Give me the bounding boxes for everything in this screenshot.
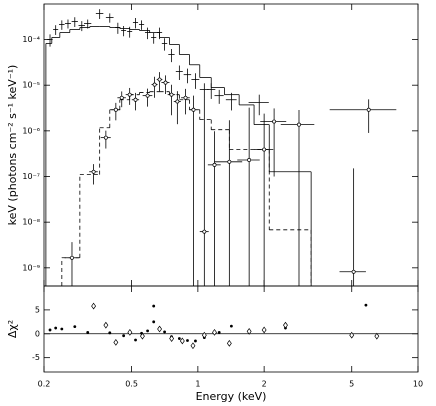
point bbox=[186, 339, 189, 342]
y-axis-label: keV (photons cm⁻² s⁻¹ keV⁻¹) bbox=[6, 65, 19, 226]
point bbox=[364, 303, 368, 307]
y-tick-label: 10⁻⁷ bbox=[22, 172, 40, 181]
point bbox=[217, 330, 221, 334]
point bbox=[272, 119, 277, 124]
point bbox=[54, 326, 58, 330]
point bbox=[183, 95, 188, 100]
point bbox=[175, 99, 180, 104]
x-tick-label: 1 bbox=[195, 380, 200, 389]
point bbox=[283, 321, 288, 329]
point bbox=[212, 328, 217, 336]
point bbox=[113, 338, 119, 346]
point bbox=[70, 255, 74, 260]
point bbox=[91, 169, 96, 174]
point bbox=[146, 329, 149, 333]
point bbox=[73, 325, 77, 329]
point bbox=[152, 82, 157, 87]
y-tick-label: -5 bbox=[32, 353, 40, 362]
point bbox=[122, 334, 126, 338]
residual-axis-label: Δχ² bbox=[6, 320, 19, 338]
y-tick-label: 10⁻⁹ bbox=[22, 263, 40, 272]
point bbox=[190, 342, 196, 350]
x-tick-label: 0.2 bbox=[38, 380, 51, 389]
point bbox=[201, 331, 207, 339]
point bbox=[202, 229, 207, 234]
point bbox=[169, 92, 174, 97]
point bbox=[91, 302, 97, 310]
point bbox=[226, 339, 232, 347]
point bbox=[152, 304, 156, 308]
bottom-frame bbox=[43, 285, 419, 373]
point bbox=[374, 332, 380, 340]
point bbox=[152, 320, 156, 324]
y-tick-label: 10⁻⁵ bbox=[22, 81, 40, 90]
point bbox=[246, 327, 252, 335]
y-tick-label: 10⁻⁶ bbox=[22, 126, 40, 135]
point bbox=[157, 77, 162, 82]
y-tick-label: 10⁻⁸ bbox=[22, 218, 40, 227]
x-axis-label: Energy (keV) bbox=[196, 390, 267, 403]
point bbox=[140, 332, 145, 340]
x-tick-label: 5 bbox=[349, 380, 354, 389]
point bbox=[145, 93, 150, 98]
top-frame bbox=[43, 3, 419, 287]
point bbox=[177, 337, 181, 340]
point bbox=[113, 107, 118, 112]
point bbox=[227, 159, 232, 164]
y-tick-label: 10⁻⁴ bbox=[22, 35, 40, 44]
point bbox=[261, 326, 267, 334]
point bbox=[262, 147, 267, 152]
point bbox=[157, 325, 163, 333]
x-tick-label: 0.5 bbox=[125, 380, 138, 389]
point bbox=[194, 339, 197, 343]
point bbox=[133, 97, 138, 102]
point bbox=[108, 331, 112, 335]
point bbox=[169, 335, 175, 342]
y-tick-label: 0 bbox=[35, 329, 40, 338]
point bbox=[163, 80, 168, 85]
point bbox=[134, 338, 137, 342]
point bbox=[127, 92, 132, 97]
point bbox=[48, 328, 52, 332]
point bbox=[247, 158, 252, 162]
x-tick-label: 10 bbox=[413, 380, 423, 389]
point bbox=[229, 324, 233, 328]
point bbox=[366, 107, 371, 112]
point bbox=[179, 337, 185, 345]
point bbox=[163, 330, 166, 334]
y-tick-label: 5 bbox=[35, 305, 40, 314]
point bbox=[86, 330, 90, 334]
point bbox=[103, 321, 109, 329]
point bbox=[297, 122, 301, 127]
point bbox=[349, 331, 355, 339]
point bbox=[60, 327, 64, 331]
point bbox=[212, 162, 217, 167]
x-tick-label: 2 bbox=[262, 380, 267, 389]
point bbox=[103, 135, 108, 140]
point bbox=[191, 107, 196, 112]
point bbox=[127, 328, 133, 336]
point bbox=[351, 269, 356, 274]
point bbox=[119, 95, 124, 100]
